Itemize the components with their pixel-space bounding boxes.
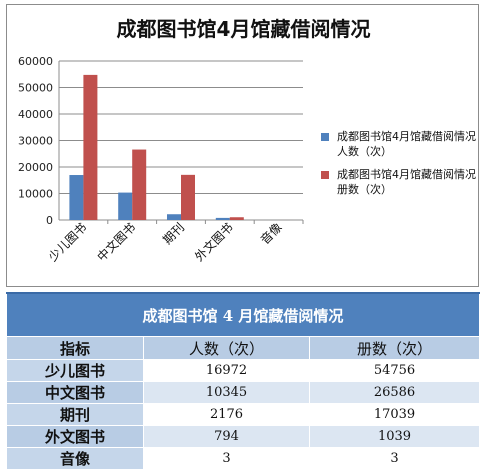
legend-swatch-people <box>321 133 329 141</box>
table-row: 音像 3 3 <box>6 447 480 470</box>
y-tick-label: 60000 <box>18 55 53 68</box>
table-cell-people: 16972 <box>143 359 310 382</box>
table-cell-volumes: 1039 <box>309 425 480 448</box>
table-header-row: 指标 人数（次） 册数（次） <box>6 336 480 360</box>
bar-volumes <box>132 149 147 220</box>
bar-people <box>167 214 181 220</box>
table-cell-indicator: 中文图书 <box>6 381 144 404</box>
table-cell-volumes: 3 <box>309 447 480 470</box>
y-tick-label: 10000 <box>18 188 53 201</box>
bar-volumes <box>83 74 98 220</box>
table-cell-volumes: 54756 <box>309 359 480 382</box>
x-tick-label: 音像 <box>257 220 285 248</box>
bar-people <box>118 192 133 220</box>
table-cell-indicator: 期刊 <box>6 403 144 426</box>
y-tick-label: 50000 <box>18 82 53 95</box>
chart-area: 成都图书馆4月馆藏借阅情况 0 10000 20000 30000 40000 50000… <box>6 4 479 287</box>
table-cell-people: 794 <box>143 425 310 448</box>
table-title: 成都图书馆 4 月馆藏借阅情况 <box>6 292 480 337</box>
table-row: 中文图书 10345 26586 <box>6 381 480 404</box>
table-cell-volumes: 26586 <box>309 381 480 404</box>
data-table: 成都图书馆 4 月馆藏借阅情况 指标 人数（次） 册数（次） 少儿图书 1697… <box>6 292 480 470</box>
table-cell-people: 3 <box>143 447 310 470</box>
bar-people <box>69 175 84 220</box>
y-tick-label: 0 <box>46 214 53 227</box>
bar-chart: 0100002000030000400005000060000少儿图书 中文图书期… <box>18 55 304 265</box>
x-tick-label: 期刊 <box>160 220 187 247</box>
bar-people <box>215 217 230 220</box>
x-tick-label: 中文图书 <box>94 220 139 265</box>
y-tick-label: 20000 <box>18 161 53 174</box>
table-header-indicator: 指标 <box>6 336 144 360</box>
bar-volumes <box>181 174 195 220</box>
x-tick-label: 外文图书 <box>191 220 236 265</box>
y-tick-label: 30000 <box>18 135 53 148</box>
table-row: 外文图书 794 1039 <box>6 425 480 448</box>
table-cell-indicator: 音像 <box>6 447 144 470</box>
table-header-people: 人数（次） <box>143 336 310 360</box>
chart-title: 成都图书馆4月馆藏借阅情况 <box>116 17 371 41</box>
legend-label-people: 成都图书馆4月馆藏借阅情况 人数（次） <box>337 130 476 158</box>
table-cell-people: 2176 <box>143 403 310 426</box>
table-row: 少儿图书 16972 54756 <box>6 359 480 382</box>
legend-swatch-volumes <box>321 171 329 179</box>
y-tick-label: 40000 <box>18 108 53 121</box>
legend-label-volumes: 成都图书馆4月馆藏借阅情况 册数（次） <box>337 168 476 196</box>
table-row: 期刊 2176 17039 <box>6 403 480 426</box>
bar-volumes <box>229 217 244 220</box>
table-cell-indicator: 外文图书 <box>6 425 144 448</box>
table-cell-indicator: 少儿图书 <box>6 359 144 382</box>
table-cell-volumes: 17039 <box>309 403 480 426</box>
table-cell-people: 10345 <box>143 381 310 404</box>
table-header-volumes: 册数（次） <box>309 336 480 360</box>
